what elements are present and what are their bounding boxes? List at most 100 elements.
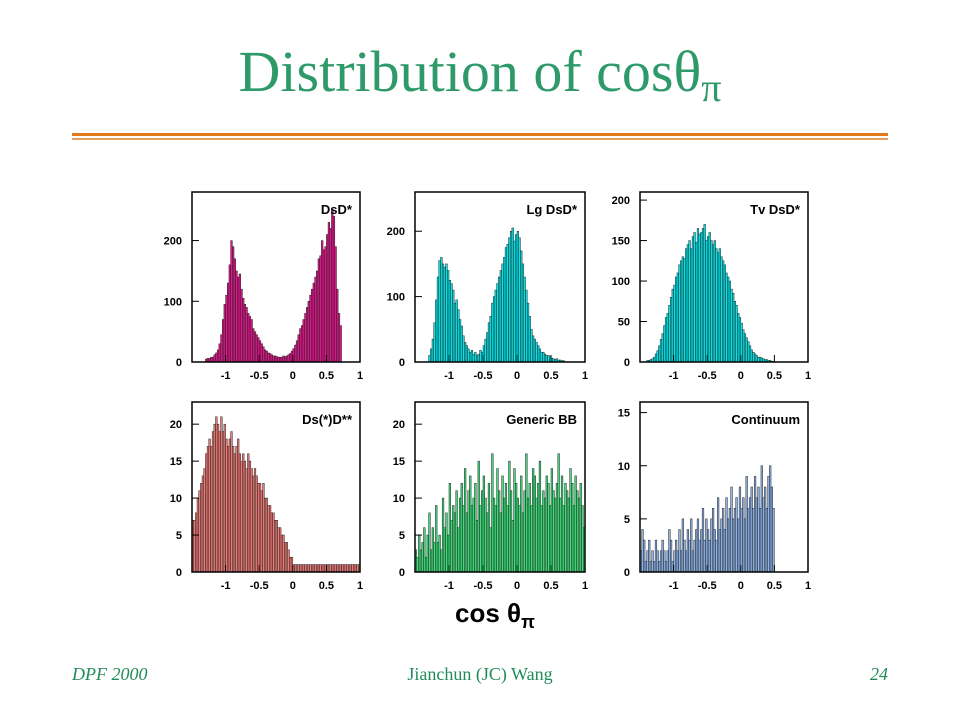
y-tick-label: 0 (624, 567, 630, 579)
histogram-bar (659, 550, 663, 573)
histogram-bar (479, 349, 482, 363)
histogram-bar (309, 294, 312, 363)
histogram-bar (257, 483, 260, 573)
histogram-bar (481, 490, 484, 573)
histogram-bar (262, 346, 265, 363)
histogram-bar (297, 334, 300, 363)
histogram-bar (213, 354, 216, 363)
histogram-bar (332, 216, 336, 363)
panel-title: Tv DsD* (750, 202, 801, 217)
histogram-bar (764, 486, 767, 573)
histogram-bar (430, 348, 433, 363)
histogram-bar (453, 512, 457, 573)
histogram-bar (272, 512, 275, 573)
y-tick-label: 0 (399, 357, 405, 369)
histogram-bar (452, 505, 455, 573)
histogram-bar (274, 355, 277, 363)
histogram-bar (255, 334, 258, 363)
histogram-bar (198, 490, 201, 573)
histogram-bar (443, 266, 446, 363)
histogram-bar (725, 497, 728, 573)
histogram-bar (334, 564, 337, 573)
histogram-bar (501, 263, 504, 363)
histogram-bar (745, 476, 748, 573)
histogram-bar (577, 497, 581, 573)
histogram-bar (658, 345, 661, 363)
title-rule-top (72, 133, 888, 136)
histogram-bar (526, 497, 530, 573)
histogram-bar (248, 316, 252, 363)
histogram-bar (750, 349, 753, 363)
histogram-bar (685, 248, 688, 363)
histogram-bar (237, 276, 240, 363)
histogram-bar (671, 288, 674, 363)
histogram-bar (441, 497, 445, 573)
histogram-bar (356, 564, 359, 573)
histogram-bar (289, 556, 292, 573)
histogram-bar (218, 431, 221, 573)
title-rule-bottom (72, 138, 888, 140)
histogram-bar (518, 505, 521, 573)
histogram-bar (772, 508, 775, 573)
histogram-bar (227, 446, 230, 573)
histogram-bar (698, 539, 701, 573)
histogram-bar (304, 313, 307, 363)
histogram-bar (240, 460, 243, 573)
histogram-bar (284, 356, 287, 363)
histogram-bar (745, 337, 748, 363)
histogram-bar (654, 353, 658, 363)
histogram-bar (753, 476, 757, 573)
plot-frame (414, 191, 586, 363)
histogram-bar (757, 486, 760, 573)
histogram-bar (433, 322, 436, 363)
y-tick-label: 0 (399, 567, 405, 579)
histogram-bar (351, 564, 354, 573)
histogram-bar (232, 246, 235, 363)
histogram-bar (735, 305, 738, 363)
histogram-bar (693, 539, 696, 573)
histogram-bar (238, 453, 241, 573)
histogram-bar (515, 234, 518, 363)
histogram-bar (767, 476, 770, 573)
histogram-bar (547, 483, 550, 573)
histogram-bar (654, 539, 658, 573)
histogram-bar (324, 246, 327, 363)
histogram-bar (237, 438, 240, 573)
histogram-bar (319, 255, 322, 363)
histogram-bar (663, 325, 666, 363)
x-tick-label: 0.5 (543, 370, 558, 382)
histogram-bar (458, 319, 462, 363)
histogram-bar (250, 468, 253, 573)
histogram-bar (484, 497, 487, 573)
histogram-bar (717, 497, 720, 573)
histogram-bar (651, 550, 654, 573)
histogram-bar (262, 483, 265, 573)
histogram-bar (265, 497, 268, 573)
histogram-bar (205, 453, 208, 573)
histogram-bar (504, 483, 508, 573)
histogram-bar (520, 475, 523, 573)
histogram-bar (438, 534, 441, 573)
histogram-bar (581, 505, 584, 573)
histogram-bar (722, 260, 725, 363)
histogram-bar (300, 325, 304, 363)
histogram-bar (453, 302, 457, 363)
histogram-bar (723, 529, 726, 573)
histogram-bar (260, 490, 263, 573)
histogram-bar (516, 230, 519, 363)
histogram-bar (656, 350, 659, 363)
y-tick-label: 200 (387, 226, 405, 238)
histogram-bar (289, 353, 292, 363)
histogram-bar (750, 486, 753, 573)
histogram-bar (435, 505, 438, 573)
histogram-bar (329, 228, 332, 363)
histogram-bar (730, 486, 733, 573)
histogram-bar (201, 475, 205, 573)
y-tick-label: 10 (170, 493, 182, 505)
histogram-bar (455, 490, 458, 573)
histogram-bar (686, 244, 689, 363)
histogram-bar (452, 289, 455, 363)
histogram-bar (470, 349, 474, 363)
histogram-bar (245, 468, 248, 573)
histogram-bar (316, 564, 319, 573)
